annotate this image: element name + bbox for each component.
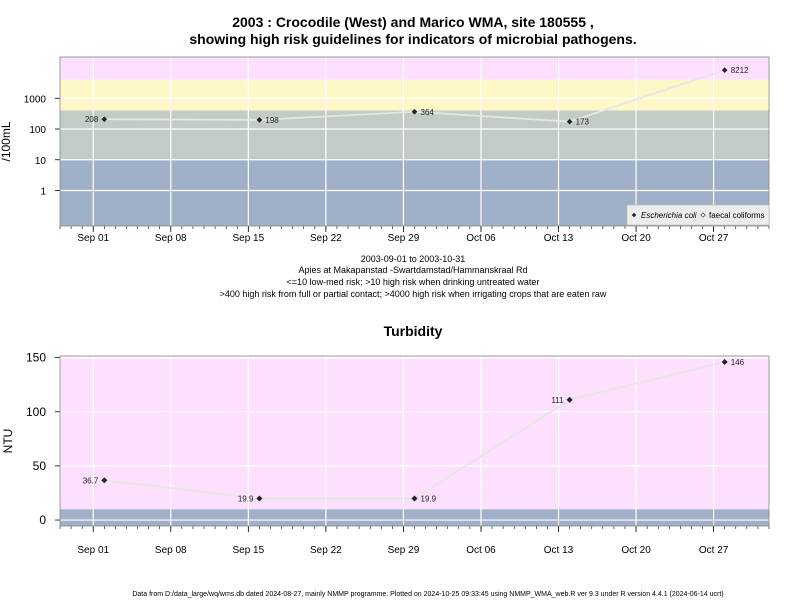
chart1-risk-band-3 (60, 57, 769, 80)
chart2-y-tick-label: 150 (26, 351, 46, 365)
chart2-data-label: 111 (551, 396, 564, 405)
chart2-data-point (101, 477, 108, 484)
chart2-data-label: 36.7 (83, 476, 99, 485)
chart1-data-label: 173 (576, 118, 590, 127)
chart1-caption-line1: 2003-09-01 to 2003-10-31 (361, 254, 466, 264)
chart2-y-tick-label: 100 (26, 405, 46, 419)
chart2-data-point (411, 495, 418, 502)
chart1-caption-line2: Apies at Makapanstad -Swartdamstad/Hamma… (298, 265, 527, 275)
chart1-risk-band-2 (60, 79, 769, 111)
chart1-y-axis-label: /100mL (0, 121, 13, 161)
chart2-plot: Sep 01 Sep 08 Sep 15 Sep 22 Sep 29 Oct 06 Oct … (1, 351, 770, 556)
chart1-legend-marker-ecoli (631, 212, 637, 218)
chart2-risk-band-0 (60, 509, 769, 526)
chart2-data-label: 19.9 (238, 494, 254, 503)
chart1-x-tick-label: Oct 20 (621, 233, 651, 244)
chart2-x-tick-label: Sep 08 (155, 545, 187, 556)
chart2-y-axis-label: NTU (1, 429, 15, 454)
chart1-y-tick-label: 100 (29, 125, 46, 136)
chart2-y-tick-label: 50 (33, 459, 47, 473)
chart1-data-point (411, 108, 418, 115)
chart1-title-line1: 2003 : Crocodile (West) and Marico WMA, … (232, 14, 594, 30)
chart2-data-point (721, 358, 728, 366)
chart2-x-tick-label: Sep 15 (232, 545, 264, 556)
chart1-data-label: 198 (265, 116, 279, 125)
chart2-x-tick-label: Sep 22 (310, 545, 342, 556)
chart1-y-tick-label: 1000 (24, 94, 47, 105)
chart1-x-tick-label: Sep 29 (388, 233, 420, 244)
footer-note: Data from D:/data_large/wq/wms.db dated … (132, 591, 723, 598)
chart2-data-label: 146 (731, 358, 745, 367)
chart1-x-tick-label: Oct 13 (544, 233, 574, 244)
chart2-y-tick-label: 0 (39, 513, 46, 527)
chart1-x-tick-label: Sep 22 (310, 233, 342, 244)
chart1-data-label: 208 (85, 115, 99, 124)
chart1-legend-marker-faecal (700, 212, 706, 218)
chart1-legend-label-ecoli: Escherichia coli (641, 211, 697, 220)
chart1-x-tick-label: Sep 08 (155, 233, 187, 244)
chart1-y-tick-label: 1 (40, 186, 46, 197)
chart1-x-tick-label: Oct 27 (699, 233, 729, 244)
chart1-caption-line3: <=10 low-med risk; >10 high risk when dr… (287, 277, 540, 287)
chart1-caption-line4: >400 high risk from full or partial cont… (220, 289, 607, 299)
chart2-x-tick-label: Oct 13 (544, 545, 574, 556)
chart1-data-point (721, 67, 728, 74)
chart1-legend-label-faecal: faecal coliforms (709, 211, 765, 220)
chart1-x-tick-label: Sep 15 (232, 233, 264, 244)
chart1-data-label: 8212 (731, 66, 749, 75)
chart1-plot-border (59, 56, 770, 227)
chart1-title-line2: showing high risk guidelines for indicat… (189, 31, 636, 47)
chart1-legend-box (626, 204, 770, 226)
chart2-plot-border (59, 355, 770, 527)
chart2-data-point (566, 396, 573, 403)
chart2-x-tick-label: Sep 01 (77, 545, 109, 556)
chart2-data-label: 19.9 (421, 494, 437, 503)
chart2-data-point (256, 495, 263, 502)
chart1-data-point (256, 117, 263, 123)
chart1-data-point (101, 116, 108, 123)
chart2-x-tick-label: Sep 29 (388, 545, 420, 556)
chart1-data-point (566, 118, 573, 125)
chart1-plot: Sep 01 Sep 08 Sep 15 Sep 22 Sep 29 Oct 06 Oct … (0, 56, 770, 244)
chart2-title: Turbidity (384, 323, 443, 339)
chart2-x-tick-label: Oct 20 (621, 545, 651, 556)
chart1-risk-band-1 (60, 110, 769, 160)
chart2-x-tick-label: Oct 27 (699, 545, 729, 556)
chart2-x-tick-label: Oct 06 (466, 545, 496, 556)
chart1-y-tick-label: 10 (35, 156, 47, 167)
chart2-risk-band-1 (60, 356, 769, 510)
chart1-data-label: 364 (421, 108, 435, 117)
chart1-x-tick-label: Sep 01 (77, 233, 109, 244)
chart1-x-tick-label: Oct 06 (466, 233, 496, 244)
